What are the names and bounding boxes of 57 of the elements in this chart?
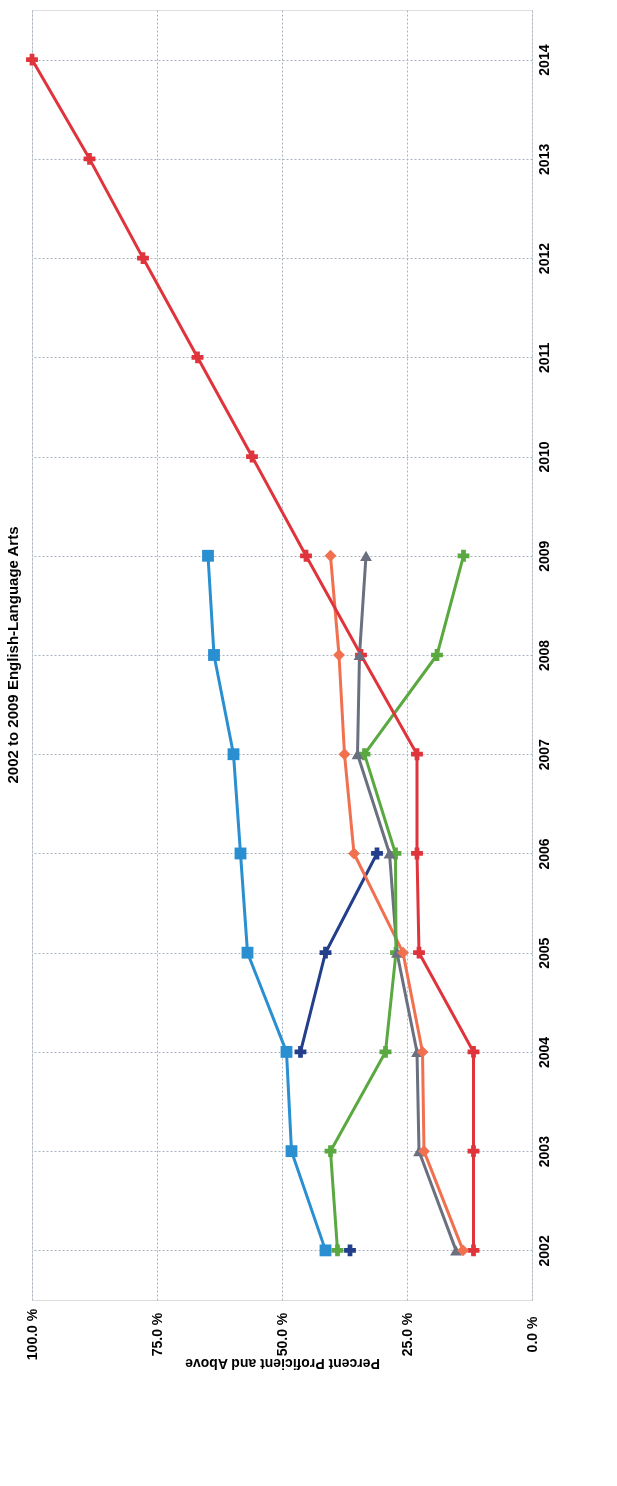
y-tick-label: 2014 <box>535 44 552 76</box>
point <box>457 1244 469 1257</box>
point <box>416 1046 429 1058</box>
point <box>319 1244 332 1257</box>
y-tick-label: 2007 <box>535 738 552 771</box>
x-axis-title: Percent Proficient and Above <box>184 1356 380 1373</box>
y-tick-label: 2005 <box>535 937 552 969</box>
point <box>411 847 423 860</box>
point <box>379 1046 392 1058</box>
y-tick-label: 2004 <box>535 1036 552 1068</box>
point <box>280 1046 293 1058</box>
point <box>411 748 423 761</box>
point <box>348 847 360 860</box>
point <box>202 549 214 562</box>
point <box>319 946 332 959</box>
y-tick-label: 2003 <box>535 1135 552 1168</box>
y-tick-label: 2012 <box>535 242 552 275</box>
point <box>208 649 220 661</box>
point <box>467 1244 480 1257</box>
y-tick-label: 2013 <box>535 143 552 175</box>
y-tick-label: 2009 <box>535 540 552 572</box>
point <box>450 1245 462 1256</box>
y-tick-label: 2002 <box>535 1235 552 1267</box>
text: 2002 to 2009 English-Language Arts <box>4 526 21 784</box>
point <box>285 1145 298 1158</box>
point <box>294 1046 307 1058</box>
point <box>324 549 337 562</box>
point <box>358 748 371 761</box>
point <box>383 848 396 859</box>
point <box>397 946 409 959</box>
point <box>338 748 351 761</box>
x-tick-label: 50.0 % <box>273 1312 290 1357</box>
y-tick-label: 2006 <box>535 838 552 870</box>
point <box>344 1244 356 1257</box>
point <box>467 1046 480 1058</box>
point <box>83 152 96 165</box>
point <box>331 1244 344 1257</box>
y-tick-label: 2010 <box>535 441 552 473</box>
point <box>360 550 372 561</box>
x-tick-label: 25.0 % <box>398 1312 415 1357</box>
x-tick-label: 0.0 % <box>523 1316 540 1353</box>
point <box>371 847 383 860</box>
point <box>418 1145 430 1158</box>
x-tick-label: 75.0 % <box>148 1312 165 1357</box>
y-tick-label: 2008 <box>535 639 552 672</box>
point <box>413 946 425 959</box>
point <box>227 748 240 761</box>
point <box>26 53 38 66</box>
point <box>324 1145 337 1158</box>
point <box>300 549 312 562</box>
point <box>246 450 258 463</box>
point <box>457 549 470 562</box>
point <box>467 1145 480 1158</box>
point <box>241 946 254 959</box>
x-tick-label: 100.0 % <box>23 1308 40 1361</box>
point <box>191 351 204 364</box>
y-tick-label: 2011 <box>535 342 552 373</box>
